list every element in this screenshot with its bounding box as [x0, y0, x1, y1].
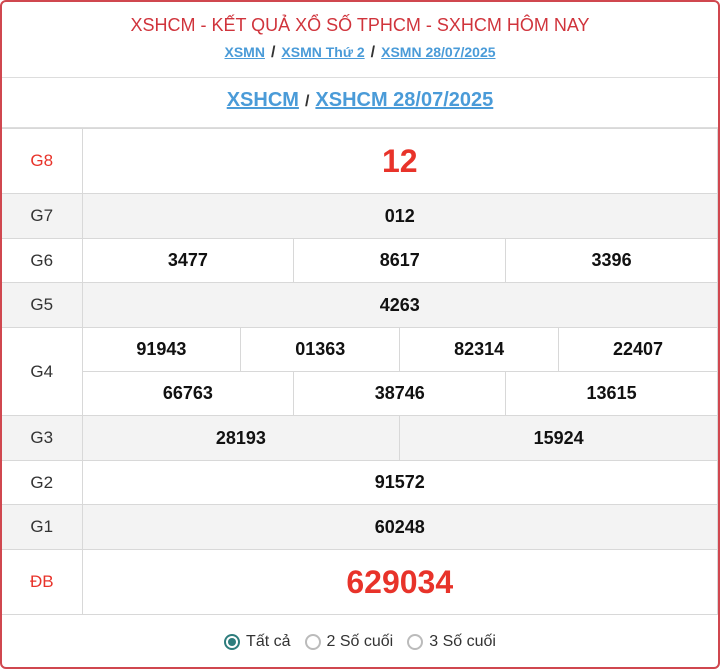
row-g7: G7 012 — [2, 193, 718, 239]
sub-breadcrumb: XSHCM / XSHCM 28/07/2025 — [2, 78, 718, 128]
prize-value: 66763 — [81, 371, 295, 416]
row-g3: G3 28193 15924 — [2, 415, 718, 461]
prize-value: 3477 — [81, 238, 295, 283]
prize-value: 15924 — [399, 415, 718, 461]
radio-checked-icon[interactable] — [224, 634, 241, 650]
prize-value: 82314 — [399, 327, 560, 372]
special-prize-value: 629034 — [81, 549, 718, 615]
link-xshcm[interactable]: XSHCM — [226, 89, 299, 111]
prize-value: 12 — [81, 128, 718, 194]
prize-value: 01363 — [240, 327, 401, 372]
breadcrumb: XSMN / XSMN Thứ 2/XSMN 28/07/2025 — [224, 44, 496, 61]
results-table: G8 12 G7 012 G6 3477 8617 3396 G5 4263 G4 91943… — [2, 128, 718, 615]
prize-value: 13615 — [505, 371, 718, 416]
prize-value: 3396 — [505, 238, 718, 283]
radio-icon[interactable] — [407, 634, 424, 650]
row-g1: G1 60248 — [2, 504, 718, 550]
prize-value: 91943 — [81, 327, 242, 372]
filter-2-digits[interactable]: 2 Số cuối — [304, 633, 393, 651]
row-g4: G4 91943 01363 82314 22407 — [2, 327, 718, 416]
prize-value: 38746 — [293, 371, 507, 416]
row-g6: G6 3477 8617 3396 — [2, 238, 718, 283]
row-g2: G2 91572 — [2, 460, 718, 505]
crumb-xsmn-thu2[interactable]: XSMN Thứ 2 — [281, 44, 365, 60]
crumb-xsmn-date[interactable]: XSMN 28/07/2025 — [381, 44, 496, 60]
prize-value: 60248 — [81, 504, 718, 550]
prize-value: 4263 — [81, 282, 718, 328]
digit-filter: Tất cả 2 Số cuối 3 Số cuối — [2, 615, 718, 667]
prize-value: 28193 — [81, 415, 401, 461]
row-db: ĐB 629034 — [2, 549, 718, 615]
link-xshcm-date[interactable]: XSHCM 28/07/2025 — [315, 89, 494, 111]
prize-value: 22407 — [558, 327, 718, 372]
filter-3-digits[interactable]: 3 Số cuối — [407, 633, 496, 651]
header: XSHCM - KẾT QUẢ XỔ SỐ TPHCM - SXHCM HÔM … — [2, 2, 718, 78]
row-g4b: 66763 38746 13615 — [2, 371, 718, 416]
prize-value: 91572 — [81, 460, 718, 505]
row-g8: G8 12 — [2, 128, 718, 194]
page-title: XSHCM - KẾT QUẢ XỔ SỐ TPHCM - SXHCM HÔM … — [130, 15, 590, 35]
filter-all[interactable]: Tất cả — [224, 633, 291, 651]
row-g5: G5 4263 — [2, 282, 718, 328]
prize-value: 8617 — [293, 238, 507, 283]
crumb-xsmn[interactable]: XSMN — [224, 44, 265, 60]
prize-value: 012 — [81, 193, 718, 239]
radio-icon[interactable] — [304, 634, 321, 650]
